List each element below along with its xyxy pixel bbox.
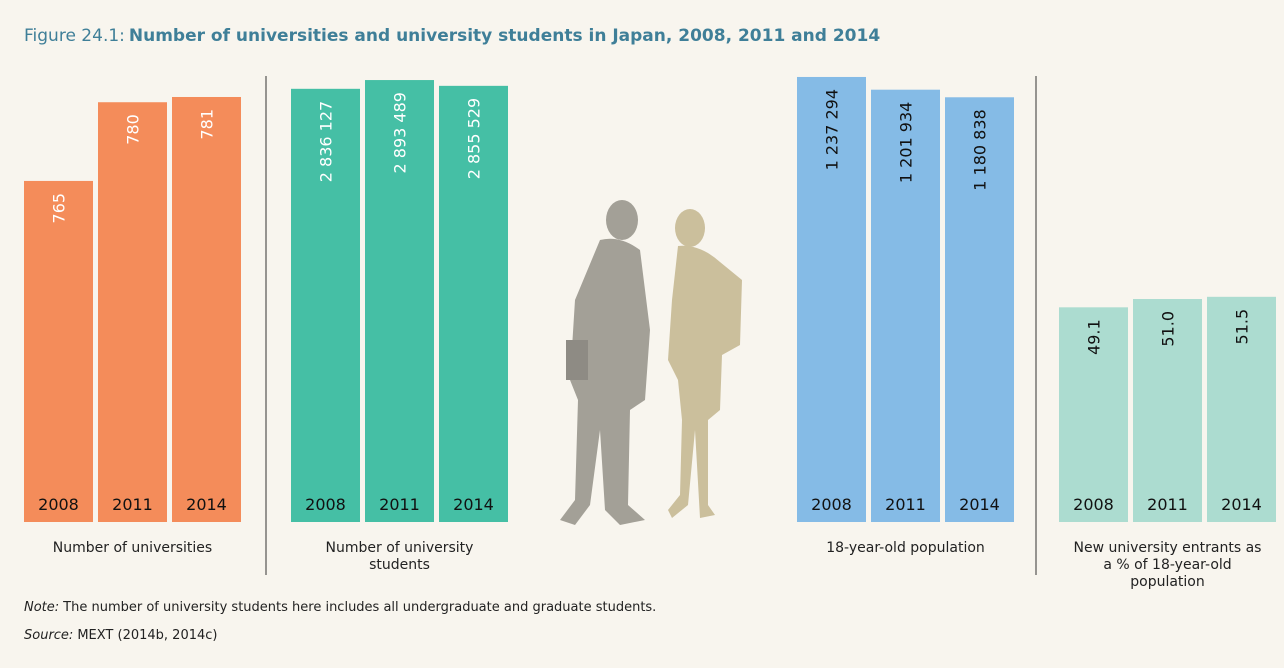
year-label: 2014 (959, 495, 1000, 514)
year-label: 2011 (885, 495, 926, 514)
value-label: 1 201 934 (897, 102, 916, 183)
year-label: 2011 (1147, 495, 1188, 514)
bar (365, 80, 434, 522)
value-label: 51.5 (1233, 309, 1252, 345)
note-label: Note: (24, 600, 60, 615)
year-label: 2008 (811, 495, 852, 514)
year-label: 2014 (1221, 495, 1262, 514)
bar (172, 96, 241, 523)
value-label: 51.0 (1159, 311, 1178, 347)
source-label: Source: (24, 628, 74, 643)
year-label: 2014 (186, 495, 227, 514)
source-text: MEXT (2014b, 2014c) (77, 628, 218, 643)
year-label: 2011 (379, 495, 420, 514)
value-label: 1 237 294 (823, 89, 842, 170)
value-label: 2 893 489 (391, 92, 410, 173)
bar (291, 88, 360, 523)
year-label: 2014 (453, 495, 494, 514)
bar (1059, 307, 1128, 522)
bar (98, 102, 167, 522)
value-label: 781 (198, 109, 217, 140)
silhouette-man (560, 200, 650, 525)
figure-label: Figure 24.1: (24, 26, 125, 46)
year-label: 2008 (1073, 495, 1114, 514)
value-label: 2 836 127 (317, 101, 336, 182)
bar (439, 85, 508, 522)
note-text: The number of university students here i… (63, 600, 657, 615)
year-label: 2011 (112, 495, 153, 514)
bar (1207, 296, 1276, 522)
bar (871, 89, 940, 523)
x-axis-label: 18-year-old population (826, 540, 985, 556)
x-axis-label: New university entrants as a % of 18-yea… (1073, 540, 1262, 590)
value-label: 49.1 (1085, 319, 1104, 355)
x-axis-label: Number of university students (325, 540, 474, 573)
year-label: 2008 (305, 495, 346, 514)
value-label: 780 (124, 114, 143, 145)
value-label: 765 (50, 193, 69, 224)
x-axis-label: Number of universities (52, 540, 213, 556)
bar (1133, 299, 1202, 522)
bar (797, 76, 866, 522)
figure-title: Figure 24.1: Number of universities and u… (24, 26, 880, 46)
title-text: Number of universities and university st… (128, 26, 881, 46)
year-label: 2008 (38, 495, 79, 514)
silhouette-woman (668, 209, 742, 519)
note: Note: The number of university students h… (24, 600, 656, 615)
bar (945, 97, 1014, 522)
source: Source: MEXT (2014b, 2014c) (24, 628, 217, 643)
value-label: 1 180 838 (971, 109, 990, 190)
value-label: 2 855 529 (465, 98, 484, 179)
bar (24, 180, 93, 523)
